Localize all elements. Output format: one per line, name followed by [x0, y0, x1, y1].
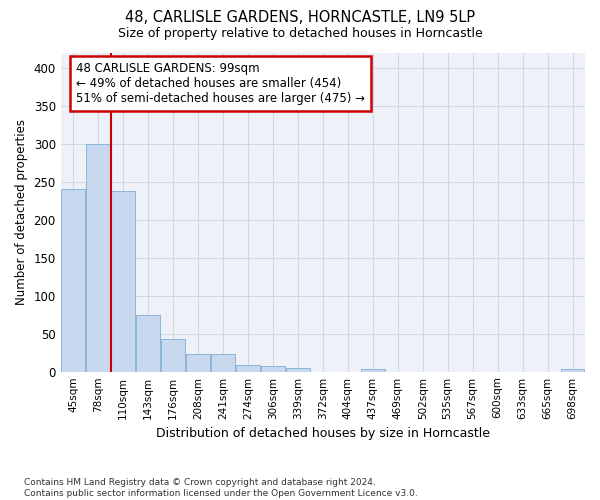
Bar: [286, 368, 310, 372]
Bar: [236, 365, 260, 372]
Bar: [261, 366, 285, 372]
Text: 48 CARLISLE GARDENS: 99sqm
← 49% of detached houses are smaller (454)
51% of sem: 48 CARLISLE GARDENS: 99sqm ← 49% of deta…: [76, 62, 365, 105]
Bar: [61, 190, 85, 372]
X-axis label: Distribution of detached houses by size in Horncastle: Distribution of detached houses by size …: [156, 427, 490, 440]
Bar: [86, 144, 110, 372]
Bar: [161, 339, 185, 372]
Bar: [111, 191, 135, 372]
Bar: [186, 354, 210, 372]
Bar: [136, 314, 160, 372]
Text: 48, CARLISLE GARDENS, HORNCASTLE, LN9 5LP: 48, CARLISLE GARDENS, HORNCASTLE, LN9 5L…: [125, 10, 475, 25]
Bar: [211, 354, 235, 372]
Y-axis label: Number of detached properties: Number of detached properties: [15, 119, 28, 305]
Bar: [361, 368, 385, 372]
Text: Contains HM Land Registry data © Crown copyright and database right 2024.
Contai: Contains HM Land Registry data © Crown c…: [24, 478, 418, 498]
Bar: [560, 368, 584, 372]
Text: Size of property relative to detached houses in Horncastle: Size of property relative to detached ho…: [118, 28, 482, 40]
